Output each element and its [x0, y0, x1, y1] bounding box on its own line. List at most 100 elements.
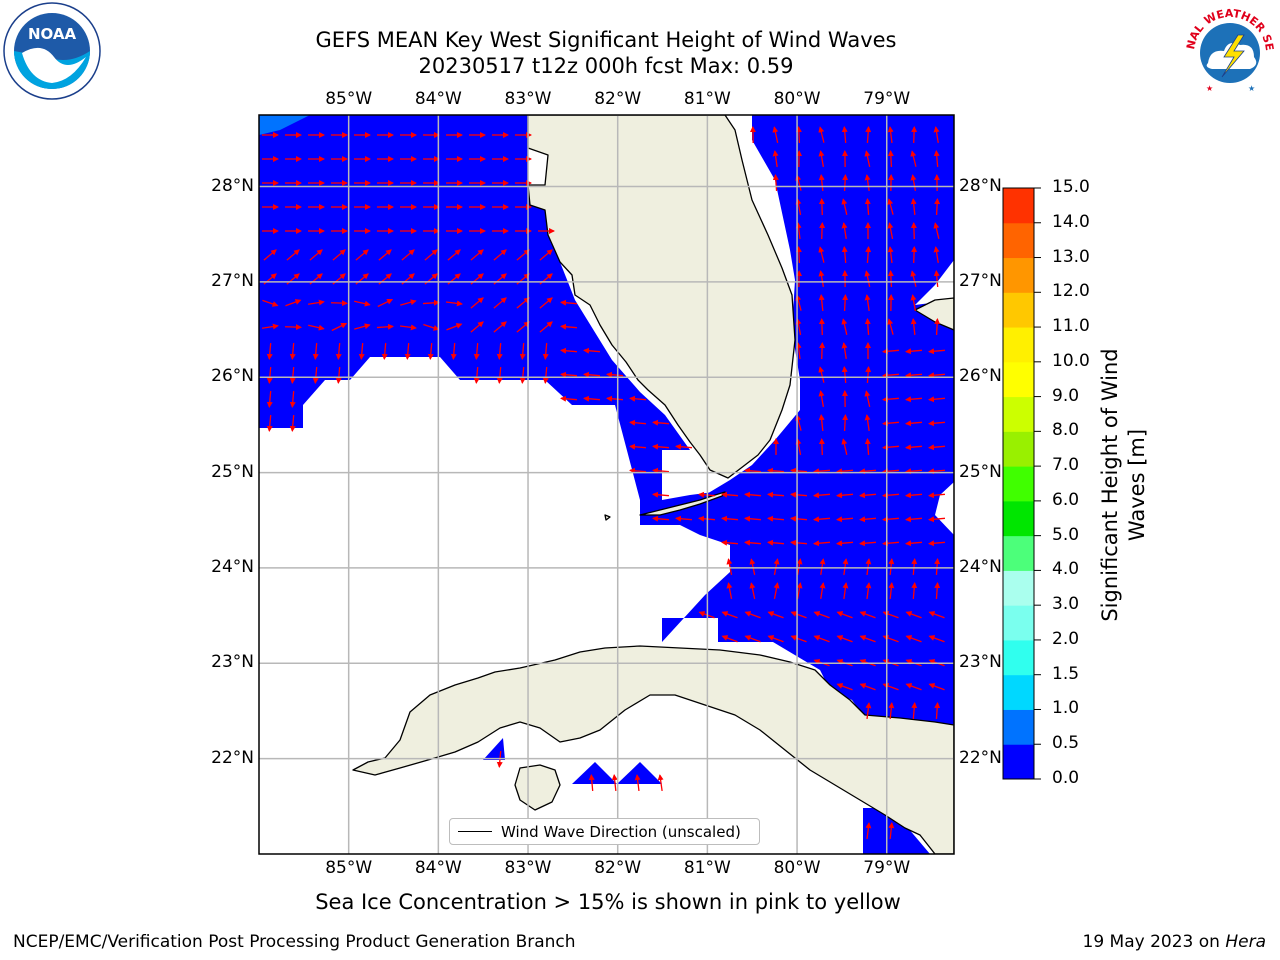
wave-direction-arrow — [841, 246, 848, 264]
wave-direction-arrow — [493, 249, 507, 261]
wave-direction-arrow — [818, 414, 825, 432]
wave-direction-arrow — [726, 582, 733, 599]
wave-direction-arrow — [859, 516, 877, 523]
wave-direction-arrow — [842, 294, 849, 312]
map-frame — [258, 114, 955, 855]
wave-direction-arrow — [749, 582, 756, 599]
wave-direction-arrow — [818, 126, 825, 143]
wave-direction-arrow — [767, 491, 785, 498]
wave-direction-arrow — [842, 414, 849, 432]
wave-direction-arrow — [910, 222, 917, 240]
wave-direction-arrow — [657, 774, 664, 792]
wave-direction-arrow — [289, 342, 296, 360]
wave-direction-arrow — [905, 611, 922, 619]
lat-tick-label-left: 28°N — [211, 175, 254, 196]
wave-direction-arrow — [910, 174, 917, 191]
wave-direction-arrow — [721, 491, 739, 498]
wave-direction-arrow — [790, 539, 808, 546]
wave-direction-arrow — [933, 126, 940, 144]
wave-direction-arrow — [819, 582, 826, 600]
colorbar-tick-label: 5.0 — [1052, 524, 1080, 545]
wave-direction-arrow — [887, 126, 894, 144]
sea-ice-note: Sea Ice Concentration > 15% is shown in … — [315, 890, 901, 914]
wave-direction-arrow — [818, 270, 825, 287]
wave-direction-arrow — [542, 342, 549, 360]
wave-direction-arrow — [841, 318, 848, 335]
wave-direction-arrow — [864, 294, 871, 312]
land-masses — [352, 115, 954, 854]
wave-direction-arrow — [675, 515, 693, 522]
lon-tick-label-bottom: 84°W — [414, 858, 462, 878]
lon-tick-label-top: 83°W — [504, 89, 552, 109]
colorbar-segment — [1003, 605, 1034, 641]
wave-direction-arrow — [859, 540, 877, 547]
wave-direction-arrow — [496, 342, 503, 360]
colorbar-tick-label: 4.0 — [1052, 559, 1080, 580]
wave-direction-arrow — [423, 323, 440, 331]
wave-direction-arrow — [882, 683, 899, 691]
wave-direction-arrow — [675, 443, 693, 450]
wave-direction-arrow — [473, 342, 480, 360]
wave-direction-arrow — [836, 516, 854, 523]
wave-direction-arrow — [721, 611, 738, 619]
wave-direction-arrow — [790, 467, 808, 474]
colorbar-tick-label: 14.0 — [1052, 211, 1090, 232]
wave-direction-arrow — [813, 492, 831, 499]
wave-direction-arrow — [882, 516, 900, 523]
lon-tick-label-bottom: 82°W — [594, 858, 642, 878]
wave-direction-arrow — [376, 323, 394, 330]
wave-direction-arrow — [744, 539, 762, 546]
wave-direction-arrow — [813, 611, 830, 619]
lon-tick-label-bottom: 81°W — [683, 858, 731, 878]
wave-direction-arrow — [905, 396, 923, 403]
wave-direction-arrow — [516, 297, 530, 309]
wave-direction-arrow — [652, 515, 670, 522]
lat-tick-label-left: 23°N — [211, 652, 254, 673]
colorbar-segment — [1003, 535, 1034, 571]
lon-tick-label-top: 80°W — [773, 89, 821, 109]
wave-direction-arrow — [888, 702, 895, 720]
wave-direction-arrow — [772, 150, 779, 168]
wave-direction-arrow — [836, 492, 854, 499]
wave-direction-arrow — [841, 438, 848, 455]
wave-direction-arrow — [887, 270, 894, 288]
colorbar-segment — [1003, 570, 1034, 606]
wave-direction-arrow — [424, 249, 438, 261]
colorbar-tick-label: 8.0 — [1052, 420, 1080, 441]
lat-tick-label-right: 23°N — [959, 652, 1002, 673]
wave-direction-arrow — [928, 635, 945, 643]
lon-tick-label-top: 84°W — [414, 89, 462, 109]
lat-tick-label-right: 24°N — [959, 556, 1002, 577]
graticule — [259, 115, 954, 854]
wave-direction-arrow — [859, 611, 876, 619]
colorbar-tick-label: 2.0 — [1052, 628, 1080, 649]
wave-direction-arrow — [516, 249, 530, 261]
wave-direction-arrow — [629, 443, 647, 450]
wave-direction-arrow — [882, 611, 899, 619]
wave-direction-arrow — [496, 366, 503, 384]
wave-direction-arrow — [905, 420, 923, 427]
wave-direction-arrow — [266, 414, 273, 432]
wave-direction-arrow — [266, 390, 273, 408]
footer-date: 19 May 2023 on Hera — [1082, 932, 1267, 952]
cuba-south-wave-patch-1 — [483, 738, 505, 760]
wave-direction-arrow — [773, 558, 780, 575]
lon-tick-label-bottom: 80°W — [773, 858, 821, 878]
wave-direction-arrow — [841, 198, 848, 215]
lat-tick-label-right: 22°N — [959, 747, 1002, 768]
wave-direction-arrow — [629, 419, 647, 426]
wave-direction-arrow — [588, 774, 595, 792]
wave-direction-arrow — [539, 321, 553, 333]
wave-direction-arrow — [928, 468, 946, 475]
wave-direction-arrow — [767, 515, 785, 522]
wave-direction-arrow — [928, 348, 946, 355]
lon-tick-label-bottom: 79°W — [863, 858, 911, 878]
wave-direction-arrow — [928, 444, 946, 451]
cuba-south-wave-patch-4 — [863, 808, 930, 854]
wave-direction-arrow — [836, 635, 853, 643]
wave-direction-arrow — [934, 318, 941, 336]
wave-direction-arrow — [819, 342, 826, 360]
wave-direction-arrow — [928, 420, 946, 427]
wave-direction-arrow — [865, 558, 872, 576]
wave-direction-arrow — [911, 126, 918, 144]
